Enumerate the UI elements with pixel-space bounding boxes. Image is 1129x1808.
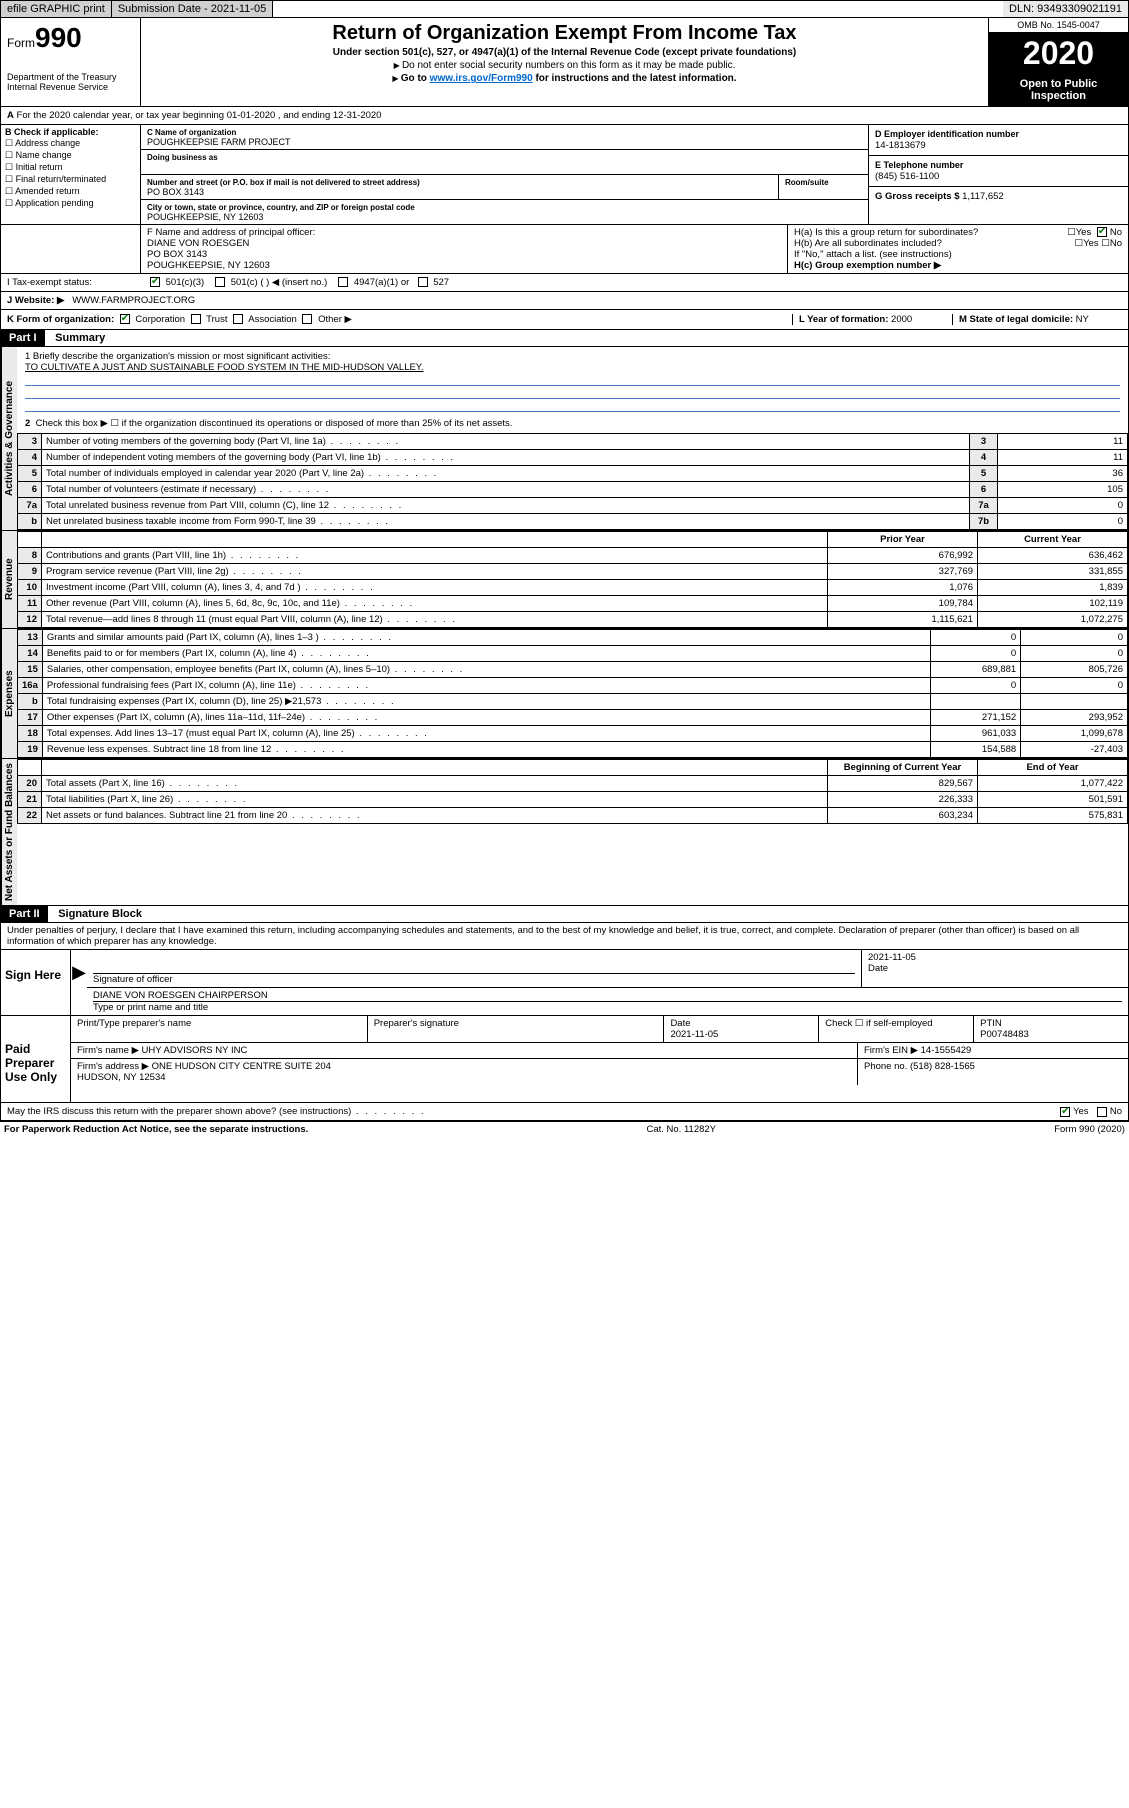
table-row: 8Contributions and grants (Part VIII, li… xyxy=(18,548,1128,564)
part1-header: Part I xyxy=(1,330,45,346)
table-row: 14Benefits paid to or for members (Part … xyxy=(18,646,1128,662)
part2-title: Signature Block xyxy=(50,908,142,920)
org-name: POUGHKEEPSIE FARM PROJECT xyxy=(147,137,291,147)
table-row: 10Investment income (Part VIII, column (… xyxy=(18,580,1128,596)
discuss-row: May the IRS discuss this return with the… xyxy=(0,1103,1129,1121)
sign-here-label: Sign Here xyxy=(1,950,71,1015)
table-row: 20Total assets (Part X, line 16)829,5671… xyxy=(18,776,1128,792)
form-title: Return of Organization Exempt From Incom… xyxy=(147,22,982,45)
table-row: 9Program service revenue (Part VIII, lin… xyxy=(18,564,1128,580)
table-row: 5Total number of individuals employed in… xyxy=(18,466,1128,482)
box-h: H(a) Is this a group return for subordin… xyxy=(788,225,1128,273)
penalties-text: Under penalties of perjury, I declare th… xyxy=(0,923,1129,950)
dba-cell: Doing business as xyxy=(141,150,868,175)
corp-checkbox[interactable] xyxy=(120,314,130,324)
form-number: 990 xyxy=(35,22,82,53)
instr-link: Go to www.irs.gov/Form990 for instructio… xyxy=(147,73,982,84)
submission-date-button[interactable]: Submission Date - 2021-11-05 xyxy=(112,1,273,17)
ha-no-checkbox[interactable] xyxy=(1097,227,1107,237)
table-row: 17Other expenses (Part IX, column (A), l… xyxy=(18,710,1128,726)
table-row: 4Number of independent voting members of… xyxy=(18,450,1128,466)
governance-table: 3Number of voting members of the governi… xyxy=(17,433,1128,530)
net-assets-table: Beginning of Current YearEnd of Year20To… xyxy=(17,759,1128,824)
table-row: bNet unrelated business taxable income f… xyxy=(18,514,1128,530)
table-row: 7aTotal unrelated business revenue from … xyxy=(18,498,1128,514)
box-klm: K Form of organization: Corporation Trus… xyxy=(0,310,1129,330)
street-cell: Number and street (or P.O. box if mail i… xyxy=(141,175,778,200)
open-public-badge: Open to Public Inspection xyxy=(989,74,1128,106)
part2-header: Part II xyxy=(1,906,48,922)
mission-text: TO CULTIVATE A JUST AND SUSTAINABLE FOOD… xyxy=(25,362,1120,373)
table-row: 3Number of voting members of the governi… xyxy=(18,434,1128,450)
dept-label: Department of the Treasury Internal Reve… xyxy=(7,72,134,92)
instr-ssn: Do not enter social security numbers on … xyxy=(147,60,982,71)
form-number-box: Form990 Department of the Treasury Inter… xyxy=(1,18,141,106)
org-name-cell: C Name of organization POUGHKEEPSIE FARM… xyxy=(141,125,868,150)
table-row: 21Total liabilities (Part X, line 26)226… xyxy=(18,792,1128,808)
sidebar-activities-governance: Activities & Governance xyxy=(1,347,17,530)
table-row: 11Other revenue (Part VIII, column (A), … xyxy=(18,596,1128,612)
501c3-checkbox[interactable] xyxy=(150,277,160,287)
sig-officer-label: Signature of officer xyxy=(93,974,173,985)
line-a: A For the 2020 calendar year, or tax yea… xyxy=(0,107,1129,125)
box-b: B Check if applicable: ☐ Address change … xyxy=(1,125,141,224)
irs-link[interactable]: www.irs.gov/Form990 xyxy=(430,73,533,84)
sign-arrow-icon: ▶ xyxy=(71,950,87,1015)
paid-preparer-label: Paid Preparer Use Only xyxy=(1,1016,71,1102)
part1-title: Summary xyxy=(47,332,105,344)
box-g: G Gross receipts $ 1,117,652 xyxy=(869,187,1128,206)
table-row: 15Salaries, other compensation, employee… xyxy=(18,662,1128,678)
expenses-section: Expenses 13Grants and similar amounts pa… xyxy=(0,629,1129,759)
city-cell: City or town, state or province, country… xyxy=(141,200,868,224)
table-row: 16aProfessional fundraising fees (Part I… xyxy=(18,678,1128,694)
sign-here-block: Sign Here ▶ Signature of officer 2021-11… xyxy=(0,950,1129,1016)
paid-preparer-block: Paid Preparer Use Only Print/Type prepar… xyxy=(0,1016,1129,1103)
revenue-section: Revenue Prior YearCurrent Year8Contribut… xyxy=(0,531,1129,629)
omb-number: OMB No. 1545-0047 xyxy=(989,18,1128,33)
efile-print-button[interactable]: efile GRAPHIC print xyxy=(1,1,112,17)
table-row: 19Revenue less expenses. Subtract line 1… xyxy=(18,742,1128,758)
box-f: F Name and address of principal officer:… xyxy=(141,225,788,273)
table-row: 18Total expenses. Add lines 13–17 (must … xyxy=(18,726,1128,742)
officer-name: DIANE VON ROESGEN CHAIRPERSON xyxy=(93,990,1122,1001)
activities-governance-section: Activities & Governance 1 Briefly descri… xyxy=(0,347,1129,531)
sidebar-revenue: Revenue xyxy=(1,531,17,628)
form-header: Form990 Department of the Treasury Inter… xyxy=(0,18,1129,107)
revenue-table: Prior YearCurrent Year8Contributions and… xyxy=(17,531,1128,628)
box-i: I Tax-exempt status: 501(c)(3) 501(c) ( … xyxy=(0,274,1129,292)
page-footer: For Paperwork Reduction Act Notice, see … xyxy=(0,1121,1129,1137)
box-d: D Employer identification number 14-1813… xyxy=(869,125,1128,156)
sig-date-label: Date xyxy=(868,963,888,974)
form-subtitle: Under section 501(c), 527, or 4947(a)(1)… xyxy=(147,47,982,58)
table-row: 6Total number of volunteers (estimate if… xyxy=(18,482,1128,498)
room-suite-cell: Room/suite xyxy=(778,175,868,200)
tax-year: 2020 xyxy=(989,33,1128,74)
entity-block: B Check if applicable: ☐ Address change … xyxy=(0,125,1129,225)
dln-label: DLN: 93493309021191 xyxy=(1003,1,1128,17)
sidebar-net-assets: Net Assets or Fund Balances xyxy=(1,759,17,905)
net-assets-section: Net Assets or Fund Balances Beginning of… xyxy=(0,759,1129,906)
sig-date: 2021-11-05 xyxy=(868,952,1122,963)
table-row: 22Net assets or fund balances. Subtract … xyxy=(18,808,1128,824)
table-row: bTotal fundraising expenses (Part IX, co… xyxy=(18,694,1128,710)
discuss-yes-checkbox[interactable] xyxy=(1060,1107,1070,1117)
sidebar-expenses: Expenses xyxy=(1,629,17,758)
table-row: 13Grants and similar amounts paid (Part … xyxy=(18,630,1128,646)
topbar: efile GRAPHIC print Submission Date - 20… xyxy=(0,0,1129,18)
box-e: E Telephone number (845) 516-1100 xyxy=(869,156,1128,187)
box-j: J Website: ▶ WWW.FARMPROJECT.ORG xyxy=(0,292,1129,310)
form-prefix: Form xyxy=(7,36,35,50)
expenses-table: 13Grants and similar amounts paid (Part … xyxy=(17,629,1128,758)
table-row: 12Total revenue—add lines 8 through 11 (… xyxy=(18,612,1128,628)
